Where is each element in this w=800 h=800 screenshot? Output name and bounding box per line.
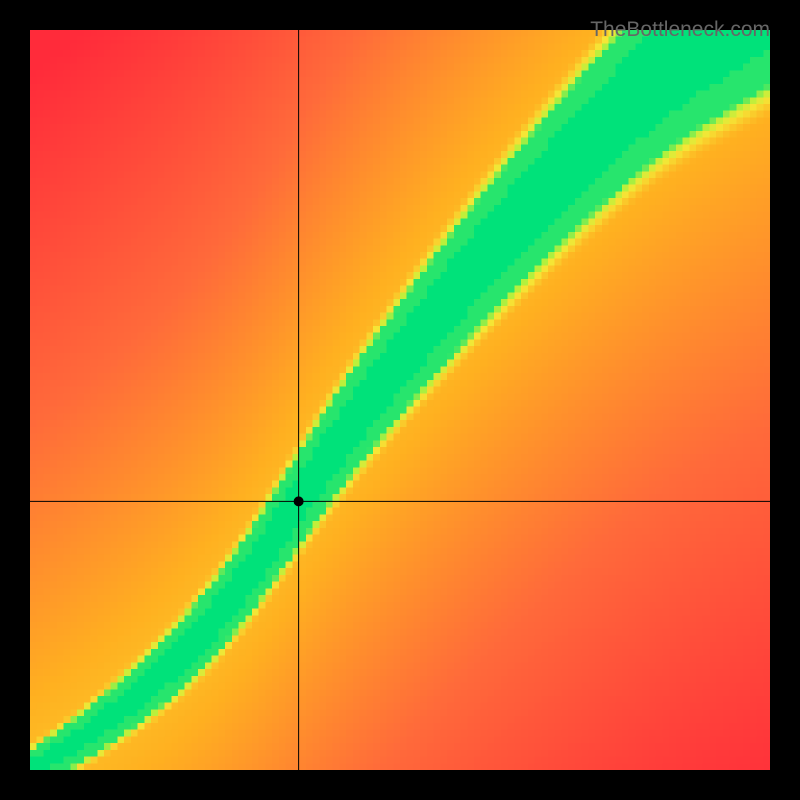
watermark-text: TheBottleneck.com bbox=[590, 18, 770, 42]
bottleneck-heatmap bbox=[30, 30, 770, 770]
chart-container: { "watermark": { "text": "TheBottleneck.… bbox=[0, 0, 800, 800]
plot-area bbox=[30, 30, 770, 770]
